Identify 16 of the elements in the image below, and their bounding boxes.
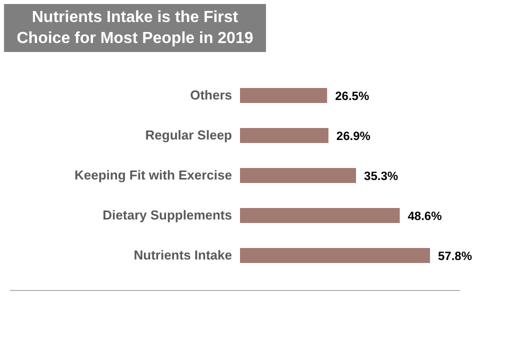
y-tick-label: Keeping Fit with Exercise — [74, 168, 232, 183]
y-tick-label: Others — [190, 88, 232, 103]
bar — [240, 208, 400, 223]
y-tick-label: Dietary Supplements — [102, 208, 232, 223]
data-label: 48.6% — [408, 208, 442, 223]
bar — [240, 88, 328, 103]
bar — [240, 248, 430, 263]
bar — [240, 168, 356, 183]
data-label: 26.9% — [336, 128, 371, 143]
data-label: 35.3% — [364, 168, 398, 183]
y-tick-label: Nutrients Intake — [134, 248, 232, 263]
y-tick-label: Regular Sleep — [145, 128, 232, 143]
bar — [240, 128, 328, 143]
data-label: 26.5% — [335, 88, 370, 103]
chart-title: Nutrients Intake is the First Choice for Most People in 2019 — [4, 4, 266, 52]
data-label: 57.8% — [438, 248, 472, 263]
